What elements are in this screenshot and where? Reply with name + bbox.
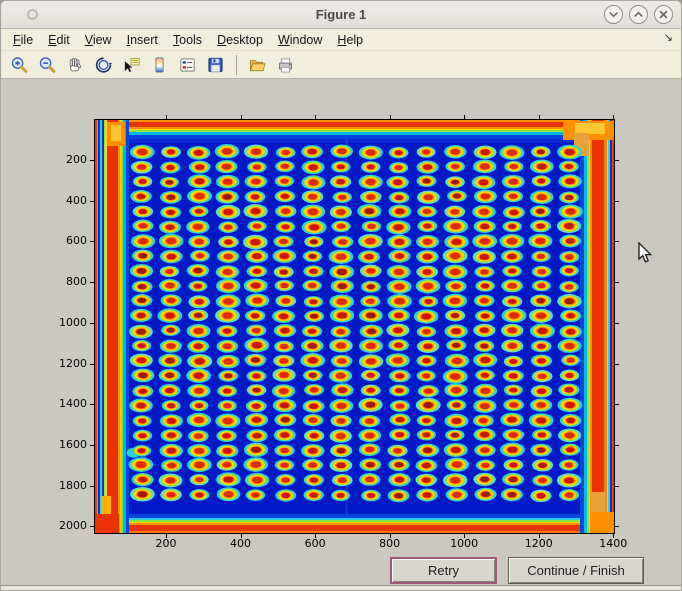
tick-mark [240, 115, 242, 119]
y-tick-label: 800 [66, 275, 87, 289]
titlebar: Figure 1 [1, 1, 681, 29]
tick-mark [90, 160, 94, 161]
y-tick-label: 2000 [59, 519, 87, 533]
tick-mark [464, 115, 466, 119]
menu-view[interactable]: View [84, 32, 112, 47]
tick-mark [538, 115, 540, 119]
y-tick-label: 1600 [59, 437, 87, 451]
menubar: File Edit View Insert Tools Desktop Wind… [1, 29, 681, 51]
toolbar-separator [236, 54, 237, 75]
zoom-in-icon[interactable] [9, 54, 30, 75]
window-bottom-edge [1, 585, 681, 590]
tick-mark [90, 282, 94, 284]
tick-mark [90, 363, 94, 365]
open-file-icon[interactable] [247, 54, 268, 75]
window-title: Figure 1 [315, 7, 367, 22]
tick-mark [90, 485, 94, 487]
tick-mark [613, 115, 615, 119]
menu-file[interactable]: File [13, 32, 34, 47]
menu-overflow-icon[interactable]: ↘ [663, 32, 673, 44]
x-tick-label: 400 [230, 537, 252, 550]
x-tick-label: 600 [304, 537, 326, 550]
tick-mark [615, 444, 619, 446]
tick-mark [389, 534, 391, 538]
y-tick-label: 1200 [59, 356, 87, 370]
tick-mark [615, 363, 619, 365]
tick-mark [166, 115, 167, 119]
tick-mark [90, 200, 94, 202]
y-tick-label: 1000 [59, 315, 87, 329]
tick-mark [315, 534, 317, 538]
tick-mark [615, 241, 619, 243]
tick-mark [615, 200, 619, 202]
retry-button[interactable]: Retry [390, 557, 497, 584]
tick-mark [615, 404, 619, 406]
tick-mark [538, 534, 540, 538]
close-icon [659, 10, 668, 19]
menu-window[interactable]: Window [277, 32, 323, 47]
menu-tools[interactable]: Tools [172, 32, 203, 47]
x-tick-label: 200 [155, 537, 177, 550]
plate-thermal-image [94, 119, 615, 534]
rotate-3d-icon[interactable] [93, 54, 114, 75]
insert-colorbar-icon[interactable] [149, 54, 170, 75]
pan-hand-icon[interactable] [65, 54, 86, 75]
menu-insert[interactable]: Insert [126, 32, 158, 47]
minimize-button[interactable] [604, 5, 623, 24]
tick-mark [464, 534, 466, 538]
window-menu-icon[interactable] [27, 9, 38, 20]
insert-legend-icon[interactable] [177, 54, 198, 75]
x-tick-label: 1400 [599, 537, 628, 550]
figure-toolbar [1, 51, 681, 79]
tick-mark [90, 322, 94, 324]
tick-mark [90, 404, 94, 406]
menu-desktop[interactable]: Desktop [217, 32, 263, 47]
y-tick-label: 1800 [59, 478, 87, 492]
tick-mark [240, 534, 242, 538]
tick-mark [615, 282, 619, 284]
tick-mark [615, 160, 619, 161]
y-tick-label: 1400 [59, 397, 87, 411]
x-tick-label: 800 [379, 537, 401, 550]
tick-mark [315, 115, 317, 119]
zoom-out-icon[interactable] [37, 54, 58, 75]
x-tick-label: 1200 [524, 537, 553, 550]
tick-mark [613, 534, 615, 538]
chevron-up-icon [634, 11, 643, 17]
y-tick-label: 200 [66, 153, 87, 166]
y-tick-label: 400 [66, 193, 87, 207]
tick-mark [615, 526, 619, 528]
chevron-down-icon [609, 12, 618, 18]
y-tick-label: 600 [66, 234, 87, 248]
print-icon[interactable] [275, 54, 296, 75]
menu-edit[interactable]: Edit [48, 32, 70, 47]
x-tick-label: 1000 [450, 537, 479, 550]
data-cursor-icon[interactable] [121, 54, 142, 75]
close-button[interactable] [654, 5, 673, 24]
tick-mark [90, 526, 94, 528]
window-controls [604, 5, 673, 24]
tick-mark [90, 444, 94, 446]
tick-mark [90, 241, 94, 243]
maximize-button[interactable] [629, 5, 648, 24]
tick-mark [615, 485, 619, 487]
save-icon[interactable] [205, 54, 226, 75]
menu-help[interactable]: Help [337, 32, 364, 47]
continue-finish-button[interactable]: Continue / Finish [508, 557, 644, 584]
tick-mark [389, 115, 391, 119]
tick-mark [166, 534, 167, 538]
tick-mark [615, 322, 619, 324]
